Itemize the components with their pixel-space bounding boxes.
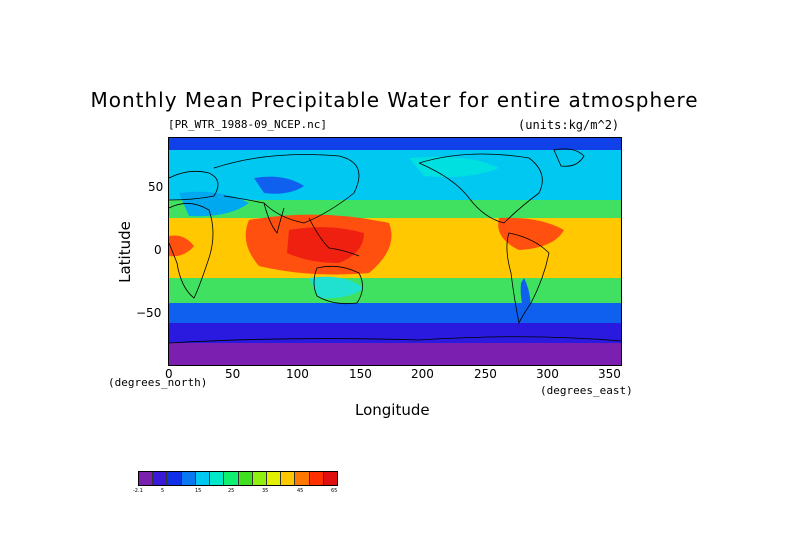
- y-tick-0: 0: [154, 243, 162, 257]
- dry-tibet: [254, 176, 304, 194]
- coastlines: [169, 148, 621, 344]
- coast-africa: [169, 203, 214, 299]
- dry-australia: [309, 276, 364, 299]
- x-tick-0: 0: [165, 367, 173, 381]
- field-subtropics-south: [169, 278, 621, 303]
- warm-pool-africa: [169, 235, 194, 257]
- coast-australia: [313, 265, 363, 305]
- colorbar-swatch-5: [210, 472, 225, 485]
- colorbar-swatch-11: [295, 472, 310, 485]
- x-tick-150: 150: [349, 367, 372, 381]
- colorbar-swatch-8: [252, 472, 267, 485]
- field-midlat-south: [169, 303, 621, 323]
- colorbar-swatch-13: [323, 472, 338, 485]
- x-axis-unit-label: (degrees_east): [540, 384, 633, 397]
- map-canvas: [169, 138, 621, 365]
- warm-pool-core: [287, 227, 364, 263]
- coast-europe: [169, 170, 219, 201]
- dry-andes: [520, 278, 531, 323]
- y-tick-minus-50: −50: [136, 306, 162, 320]
- map-title: Monthly Mean Precipitable Water for enti…: [90, 88, 699, 112]
- colorbar-label-0: -2.1: [133, 488, 143, 494]
- y-axis-label: Latitude: [116, 221, 134, 283]
- colorbar-swatch-0: [139, 472, 154, 485]
- file-label: [PR_WTR_1988-09_NCEP.nc]: [168, 118, 327, 131]
- colorbar-swatch-4: [195, 472, 211, 485]
- colorbar-swatch-6: [224, 472, 239, 485]
- colorbar-swatch-2: [167, 472, 182, 485]
- colorbar-swatch-1: [153, 472, 168, 485]
- field-north-midlat: [169, 150, 621, 200]
- colorbar-label-6: 65: [331, 488, 338, 494]
- field-polar-south: [169, 343, 621, 365]
- colorbar-label-3: 25: [228, 488, 235, 494]
- precipitable-water-map: [168, 137, 622, 366]
- warm-pool-atlantic: [498, 217, 564, 250]
- colorbar-swatch-9: [266, 472, 282, 485]
- x-tick-50: 50: [225, 367, 241, 381]
- colorbar-label-5: 45: [297, 488, 304, 494]
- colorbar-swatch-7: [238, 472, 253, 485]
- x-axis-label: Longitude: [355, 401, 430, 419]
- colorbar-swatch-10: [281, 472, 296, 485]
- y-tick-50: 50: [148, 180, 164, 194]
- colorbar-label-1: 5: [161, 488, 165, 494]
- colorbar: [138, 471, 338, 486]
- coast-north-america: [418, 153, 543, 224]
- coast-asia: [213, 154, 360, 224]
- colorbar-label-4: 35: [262, 488, 269, 494]
- coast-greenland: [553, 148, 585, 167]
- x-tick-300: 300: [536, 367, 559, 381]
- x-tick-350: 350: [598, 367, 621, 381]
- dry-sahara: [179, 191, 249, 217]
- coast-south-america: [506, 232, 550, 325]
- x-tick-250: 250: [474, 367, 497, 381]
- dry-north-pacific: [409, 156, 499, 177]
- coast-india: [263, 202, 285, 234]
- x-tick-100: 100: [286, 367, 309, 381]
- colorbar-swatch-3: [181, 472, 196, 485]
- coast-antarctica: [169, 336, 621, 344]
- colorbar-label-2: 15: [195, 488, 202, 494]
- field-southern-ocean: [169, 323, 621, 343]
- y-axis-unit-label: (degrees_north): [108, 376, 208, 389]
- units-label: (units:kg/m^2): [518, 118, 620, 132]
- x-tick-200: 200: [411, 367, 434, 381]
- coast-se-asia: [308, 217, 360, 257]
- field-arctic: [169, 138, 621, 150]
- colorbar-swatch-12: [309, 472, 324, 485]
